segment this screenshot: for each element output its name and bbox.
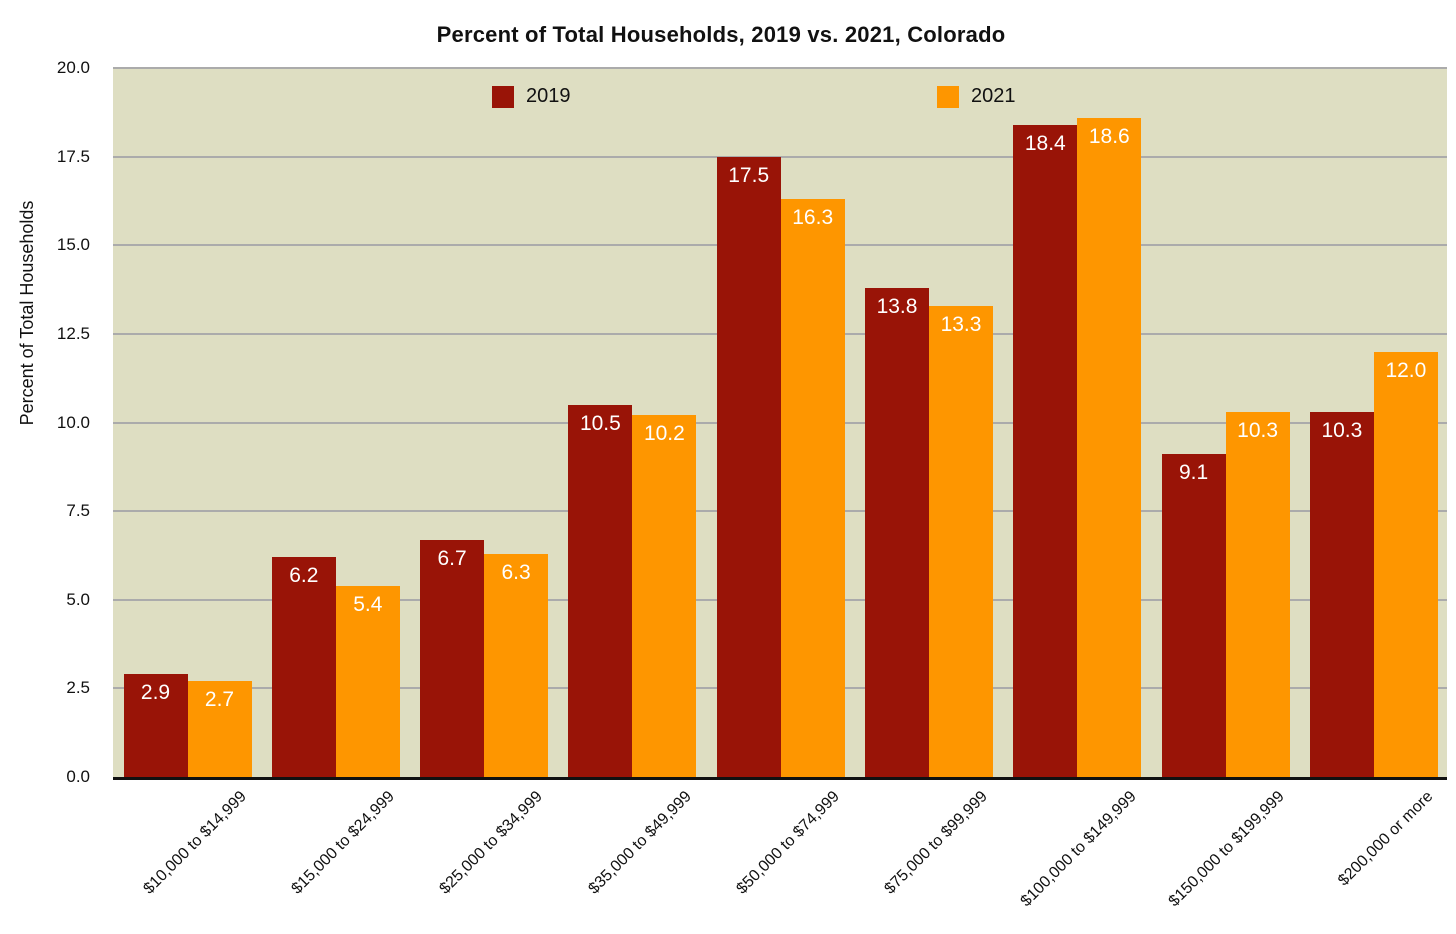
legend-swatch-icon	[492, 85, 514, 108]
x-tick-label: $35,000 to $49,999	[584, 788, 695, 898]
legend-item-2019: 2019	[492, 85, 571, 108]
bar-2021: 13.3	[929, 305, 993, 777]
bar-value-label: 5.4	[353, 592, 383, 616]
bar-2019: 6.7	[420, 539, 485, 777]
y-tick-label: 10.0	[56, 412, 90, 432]
x-tick-label: $15,000 to $24,999	[288, 788, 398, 898]
bar-value-label: 10.3	[1237, 418, 1279, 442]
legend-label: 2019	[526, 85, 571, 107]
legend-item-2021: 2021	[937, 85, 1016, 108]
bar-2019: 10.3	[1309, 411, 1374, 777]
bar-2019: 9.1	[1161, 454, 1226, 777]
legend-swatch-icon	[937, 85, 959, 108]
chart-title: Percent of Total Households, 2019 vs. 20…	[436, 22, 1006, 47]
bar-2021: 2.7	[187, 681, 252, 777]
legend-label: 2021	[971, 85, 1016, 107]
bar-value-label: 6.2	[289, 564, 319, 588]
bar-value-label: 10.3	[1321, 418, 1363, 442]
x-tick-label: $75,000 to $99,999	[881, 788, 992, 898]
bar-value-label: 17.5	[728, 163, 770, 187]
gridline	[113, 67, 1447, 69]
bar-value-label: 9.1	[1178, 461, 1209, 485]
bar-value-label: 6.3	[501, 560, 531, 584]
bar-value-label: 18.6	[1088, 124, 1130, 148]
bar-2021: 12.0	[1373, 351, 1438, 777]
x-tick-label: $200,000 or more	[1334, 788, 1436, 890]
x-axis-line	[113, 777, 1447, 780]
bar-2019: 10.5	[568, 404, 633, 777]
y-tick-label: 2.5	[66, 678, 90, 698]
y-tick-label: 5.0	[66, 589, 90, 609]
bar-value-label: 2.9	[140, 681, 171, 705]
bar-value-label: 10.2	[643, 422, 685, 446]
y-tick-label: 20.0	[56, 58, 90, 77]
x-tick-label: $50,000 to $74,999	[733, 788, 843, 898]
y-tick-label: 12.5	[56, 323, 90, 343]
bar-2021: 16.3	[780, 199, 845, 777]
bar-value-label: 6.7	[437, 546, 467, 570]
bar-value-label: 10.5	[579, 411, 621, 435]
bar-2019: 6.2	[271, 557, 336, 777]
bar-2021: 5.4	[335, 585, 400, 777]
bar-value-label: 18.4	[1024, 131, 1066, 155]
bar-2021: 10.3	[1225, 411, 1290, 777]
bar-2021: 10.2	[632, 415, 697, 777]
y-tick-label: 7.5	[66, 501, 90, 521]
bar-value-label: 13.8	[876, 294, 918, 318]
bar-2021: 6.3	[484, 553, 549, 777]
bar-value-label: 12.0	[1385, 358, 1427, 382]
plot-area: 2.9 2.7 6.2 5.4 6.7 6.3 10.5 10.2 17.5 16.3 13.8 13…	[113, 67, 1447, 777]
bar-value-label: 16.3	[792, 206, 834, 230]
x-tick-label: $100,000 to $149,999	[1017, 788, 1140, 911]
bar-2019: 18.4	[1013, 124, 1078, 777]
x-tick-label: $150,000 to $199,999	[1165, 788, 1288, 911]
y-tick-label: 17.5	[56, 146, 90, 166]
bar-2019: 2.9	[123, 674, 188, 777]
x-tick-label: $25,000 to $34,999	[436, 788, 547, 898]
x-tick-label: $10,000 to $14,999	[139, 788, 250, 898]
y-tick-label: 15.0	[56, 235, 90, 255]
y-tick-label: 0.0	[66, 767, 90, 786]
bar-value-label: 2.7	[204, 688, 235, 712]
bar-2021: 18.6	[1077, 117, 1142, 777]
bar-value-label: 13.3	[940, 312, 982, 336]
bar-2019: 13.8	[865, 287, 929, 777]
bar-2019: 17.5	[716, 156, 781, 777]
